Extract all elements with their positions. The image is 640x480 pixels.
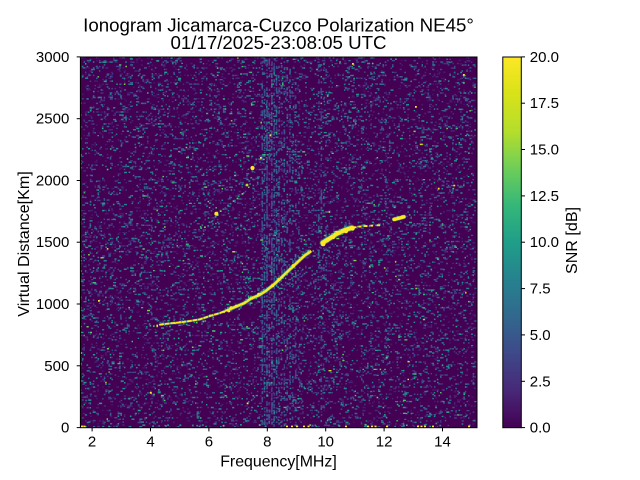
- svg-text:17.5: 17.5: [530, 95, 559, 112]
- svg-text:3000: 3000: [36, 49, 69, 66]
- svg-text:2.5: 2.5: [530, 373, 551, 390]
- svg-text:7.5: 7.5: [530, 281, 551, 298]
- svg-text:2000: 2000: [36, 173, 69, 190]
- svg-text:20.0: 20.0: [530, 49, 559, 66]
- svg-text:12.5: 12.5: [530, 188, 559, 205]
- svg-text:500: 500: [44, 358, 69, 375]
- svg-text:SNR [dB]: SNR [dB]: [563, 207, 581, 274]
- svg-text:1000: 1000: [36, 296, 69, 313]
- svg-text:4: 4: [146, 433, 154, 450]
- svg-text:Virtual Distance[Km]: Virtual Distance[Km]: [15, 171, 33, 317]
- svg-text:5.0: 5.0: [530, 327, 551, 344]
- svg-text:15.0: 15.0: [530, 142, 559, 159]
- svg-text:0: 0: [61, 420, 69, 437]
- svg-text:2: 2: [88, 433, 96, 450]
- svg-text:2500: 2500: [36, 111, 69, 128]
- svg-text:01/17/2025-23:08:05 UTC: 01/17/2025-23:08:05 UTC: [170, 32, 386, 53]
- svg-text:1500: 1500: [36, 234, 69, 251]
- svg-text:Ionogram Jicamarca-Cuzco Polar: Ionogram Jicamarca-Cuzco Polarization NE…: [83, 14, 474, 35]
- svg-text:0.0: 0.0: [530, 420, 551, 437]
- svg-text:10.0: 10.0: [530, 234, 559, 251]
- svg-text:14: 14: [434, 433, 451, 450]
- svg-text:12: 12: [376, 433, 393, 450]
- svg-text:10: 10: [317, 433, 334, 450]
- svg-text:6: 6: [205, 433, 213, 450]
- svg-text:Frequency[MHz]: Frequency[MHz]: [220, 454, 337, 471]
- svg-text:8: 8: [263, 433, 271, 450]
